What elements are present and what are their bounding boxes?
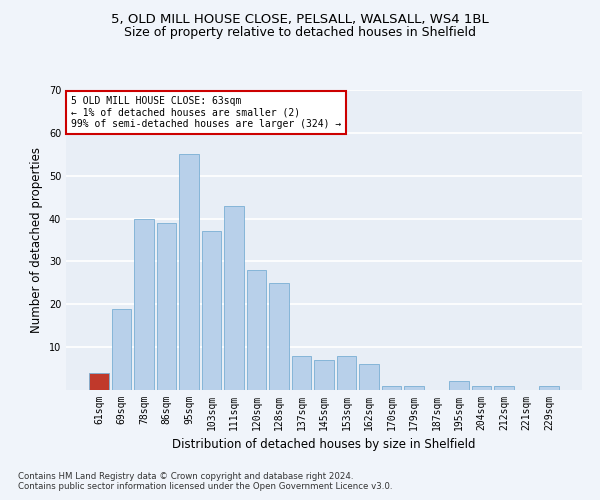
Text: 5, OLD MILL HOUSE CLOSE, PELSALL, WALSALL, WS4 1BL: 5, OLD MILL HOUSE CLOSE, PELSALL, WALSAL… — [111, 12, 489, 26]
Bar — [494, 386, 514, 390]
Text: 5 OLD MILL HOUSE CLOSE: 63sqm
← 1% of detached houses are smaller (2)
99% of sem: 5 OLD MILL HOUSE CLOSE: 63sqm ← 1% of de… — [71, 96, 341, 129]
Bar — [179, 154, 199, 390]
X-axis label: Distribution of detached houses by size in Shelfield: Distribution of detached houses by size … — [172, 438, 476, 452]
Bar — [112, 308, 131, 390]
Bar — [269, 283, 289, 390]
Bar — [314, 360, 334, 390]
Bar — [89, 373, 109, 390]
Bar — [359, 364, 379, 390]
Bar — [247, 270, 266, 390]
Bar — [134, 218, 154, 390]
Bar — [224, 206, 244, 390]
Bar — [404, 386, 424, 390]
Bar — [337, 356, 356, 390]
Bar — [472, 386, 491, 390]
Text: Contains HM Land Registry data © Crown copyright and database right 2024.: Contains HM Land Registry data © Crown c… — [18, 472, 353, 481]
Text: Size of property relative to detached houses in Shelfield: Size of property relative to detached ho… — [124, 26, 476, 39]
Bar — [449, 382, 469, 390]
Y-axis label: Number of detached properties: Number of detached properties — [30, 147, 43, 333]
Bar — [202, 232, 221, 390]
Bar — [157, 223, 176, 390]
Text: Contains public sector information licensed under the Open Government Licence v3: Contains public sector information licen… — [18, 482, 392, 491]
Bar — [292, 356, 311, 390]
Bar — [539, 386, 559, 390]
Bar — [382, 386, 401, 390]
